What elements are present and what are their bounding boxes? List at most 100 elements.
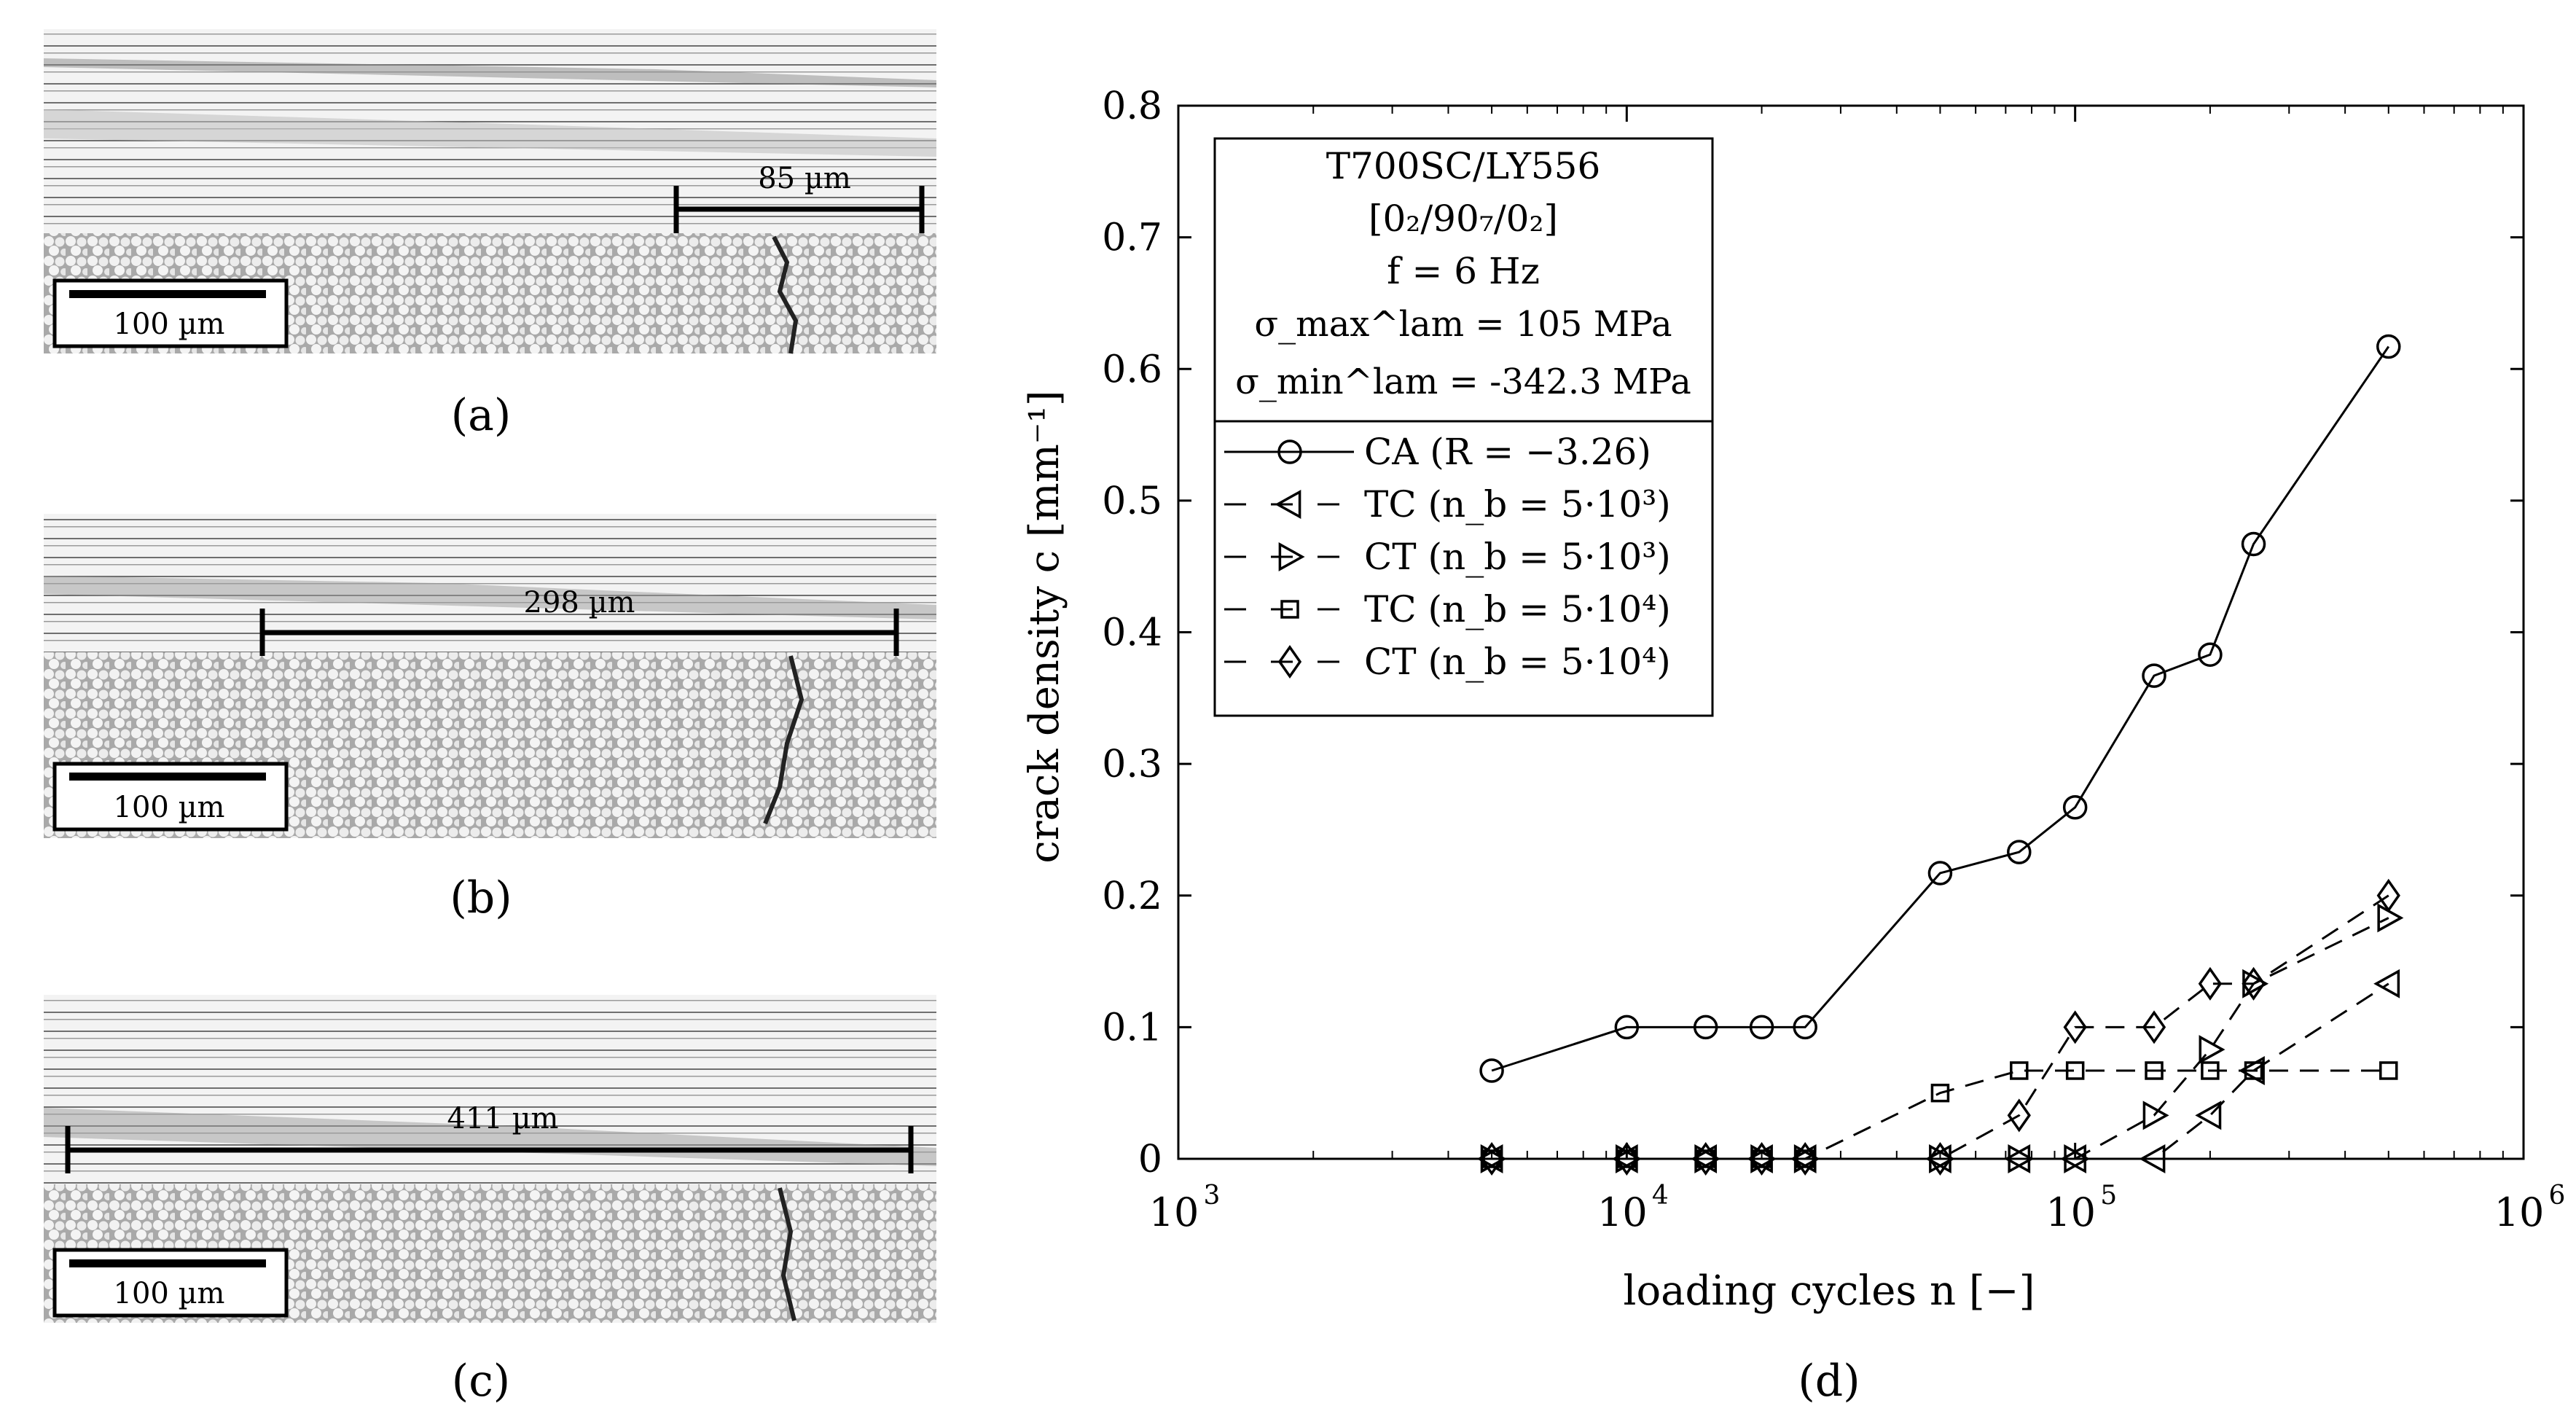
data-point	[2195, 1101, 2222, 1130]
scale-bar-b-label: 100 µm	[114, 791, 225, 824]
x-tick-label: 10	[2045, 1189, 2096, 1235]
y-tick-label: 0.4	[1102, 611, 1162, 655]
legend-entry-1: TC (n_b = 5·10³)	[1224, 483, 1671, 525]
data-point	[2241, 531, 2266, 557]
scale-bar-b: 100 µm	[52, 762, 289, 832]
data-point	[1927, 861, 1953, 886]
data-point	[2142, 663, 2166, 688]
data-point	[2062, 794, 2088, 820]
y-tick-label: 0	[1138, 1138, 1162, 1181]
data-point	[2373, 969, 2400, 998]
data-point	[1694, 1141, 1718, 1176]
legend-marker	[1277, 439, 1302, 464]
data-point	[1930, 1083, 1950, 1103]
info-material: T700SC/LY556	[1326, 145, 1601, 187]
legend-label: CA (R = −3.26)	[1364, 431, 1651, 473]
series-4	[1479, 878, 2400, 1176]
data-point	[2376, 334, 2401, 359]
data-point	[2063, 1010, 2087, 1044]
micrograph-a: 85 µm 100 µm	[44, 29, 936, 354]
data-point	[2201, 1061, 2220, 1080]
legend-label: CT (n_b = 5·10⁴)	[1364, 641, 1671, 683]
data-point	[2139, 1144, 2166, 1173]
y-tick-label: 0.5	[1102, 480, 1162, 523]
legend-label: TC (n_b = 5·10⁴)	[1364, 588, 1671, 630]
info-sigma-min: σ_min^lam = -342.3 MPa	[1235, 361, 1691, 402]
crack-measure-c-label: 411 µm	[447, 1102, 559, 1135]
data-point	[2377, 903, 2404, 933]
info-sigma-max: σ_max^lam = 105 MPa	[1254, 304, 1672, 345]
micrograph-b: 298 µm 100 µm	[44, 514, 936, 838]
panel-label-b: (b)	[450, 872, 512, 923]
data-point	[2064, 1144, 2091, 1173]
data-point	[2145, 1061, 2164, 1080]
micrograph-c: 411 µm 100 µm	[44, 995, 936, 1323]
data-point	[1750, 1141, 1774, 1176]
data-point	[2142, 1010, 2166, 1044]
info-layup: [0₂/90₇/0₂]	[1369, 198, 1558, 240]
crack-measure-a: 85 µm	[673, 162, 925, 233]
data-point	[2199, 1035, 2225, 1065]
y-tick-label: 0.2	[1102, 875, 1162, 918]
data-point	[1749, 1015, 1774, 1040]
x-tick-label: 10	[1597, 1189, 1648, 1235]
x-tick-exponent: 4	[1652, 1181, 1669, 1211]
scale-bar-a: 100 µm	[52, 278, 289, 348]
crack-measure-a-label: 85 µm	[758, 162, 851, 195]
legend-label: TC (n_b = 5·10³)	[1364, 483, 1671, 525]
panel-label-a: (a)	[451, 390, 512, 441]
data-point	[2007, 840, 2032, 864]
x-axis-label: loading cycles n [−]	[1624, 1267, 2035, 1315]
y-tick-label: 0.3	[1102, 743, 1162, 786]
data-point	[2198, 642, 2223, 667]
data-point	[2376, 878, 2400, 912]
data-point	[1479, 1058, 1504, 1083]
y-tick-label: 0.1	[1102, 1006, 1162, 1049]
legend-label: CT (n_b = 5·10³)	[1364, 536, 1671, 578]
tick-labels: 00.10.20.30.40.50.60.70.810 3 10 4 10 5 10 6	[1102, 85, 2565, 1235]
scale-bar-a-label: 100 µm	[114, 308, 225, 341]
series-line	[1492, 894, 2389, 1160]
x-tick-label: 10	[2494, 1189, 2545, 1235]
data-point	[2242, 966, 2266, 1001]
data-point	[1793, 1015, 1817, 1040]
series-layer	[1476, 334, 2404, 1176]
legend-marker	[1277, 644, 1302, 679]
crack-measure-b-label: 298 µm	[524, 586, 635, 619]
data-point	[1793, 1141, 1817, 1176]
legend-entries: CA (R = −3.26) TC (n_b = 5·10³) CT (n_b = …	[1224, 431, 1671, 683]
crack-measure-b: 298 µm	[259, 586, 899, 656]
data-point	[1615, 1141, 1639, 1176]
series-line	[1491, 345, 2390, 1072]
crack-measure-c: 411 µm	[65, 1102, 914, 1173]
y-axis-label: crack density c [mm⁻¹]	[1021, 390, 1068, 863]
legend-box: T700SC/LY556 [0₂/90₇/0₂] f = 6 Hz σ_max^…	[1213, 137, 1714, 717]
data-point	[2244, 1061, 2263, 1080]
legend-entry-3: TC (n_b = 5·10⁴)	[1224, 588, 1671, 630]
legend-entry-0: CA (R = −3.26)	[1224, 431, 1651, 473]
data-point	[2065, 1061, 2085, 1080]
legend-marker	[1275, 490, 1301, 519]
series-0	[1479, 334, 2401, 1083]
series-2	[1480, 903, 2404, 1173]
x-tick-exponent: 5	[2100, 1181, 2117, 1211]
data-point	[2379, 1061, 2398, 1080]
info-frequency: f = 6 Hz	[1387, 250, 1540, 292]
panel-label-c: (c)	[452, 1356, 510, 1407]
data-point	[1479, 1141, 1504, 1176]
micrograph-panels: 85 µm 100 µm (a) 298 µm 100 µm (b)	[44, 29, 936, 1407]
x-tick-exponent: 6	[2549, 1181, 2566, 1211]
legend-marker	[1280, 600, 1299, 619]
y-tick-label: 0.7	[1102, 216, 1162, 260]
data-point	[2010, 1061, 2029, 1080]
data-point	[2198, 966, 2223, 1001]
y-tick-label: 0.6	[1102, 348, 1162, 391]
data-point	[1614, 1015, 1640, 1040]
data-point	[2238, 1056, 2265, 1085]
legend-entry-4: CT (n_b = 5·10⁴)	[1224, 641, 1671, 683]
scale-bar-c: 100 µm	[52, 1248, 289, 1318]
data-point	[1928, 1141, 1952, 1176]
legend-entry-2: CT (n_b = 5·10³)	[1224, 536, 1671, 578]
data-point	[2142, 1101, 2169, 1130]
